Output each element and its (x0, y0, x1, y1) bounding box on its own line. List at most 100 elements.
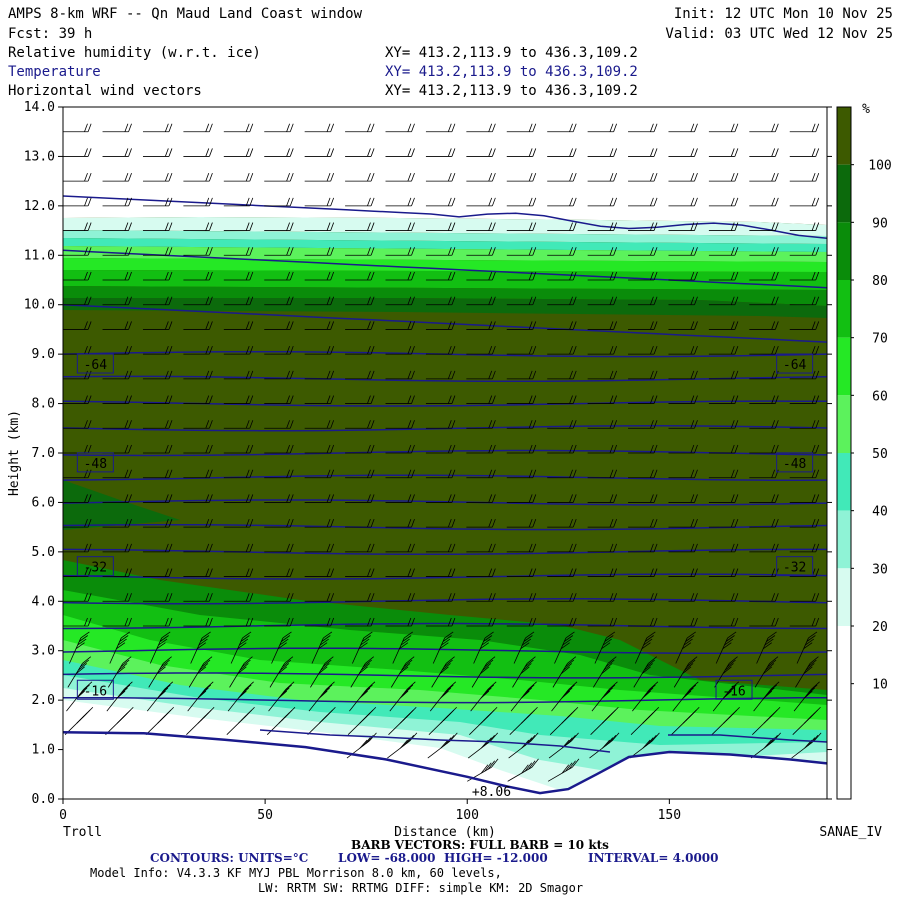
field-rh-label: Relative humidity (w.r.t. ice) (8, 45, 261, 61)
wind-barb (264, 173, 294, 182)
wind-barb (388, 706, 417, 735)
wind-barb (63, 543, 92, 553)
wind-barb (466, 519, 496, 528)
wind-barb (223, 148, 254, 157)
wind-barb (749, 494, 779, 503)
temperature-label-box (76, 452, 114, 473)
y-tick-label: 8.0 (32, 397, 55, 412)
wind-barb (345, 593, 375, 602)
wind-barb (304, 420, 335, 429)
wind-barb (506, 519, 537, 528)
temperature-contour (63, 598, 827, 605)
wind-barb (425, 444, 456, 454)
wind-barb (264, 444, 294, 454)
wind-barb (63, 173, 92, 182)
wind-barb (310, 656, 334, 688)
wind-barb (547, 420, 577, 429)
wind-barb (345, 568, 375, 577)
temperature-label: -32 (84, 561, 107, 576)
contour-units: CONTOURS: UNITS=°C (150, 851, 308, 865)
wind-barb (668, 197, 698, 207)
wind-barb (385, 222, 415, 231)
wind-barb (668, 494, 698, 503)
wind-barb (506, 617, 537, 627)
wind-barb (668, 444, 698, 454)
wind-barb (390, 656, 415, 688)
wind-barb (345, 617, 375, 627)
wind-barb (223, 222, 254, 231)
x-axis: 0 50 100 150 (59, 799, 681, 823)
wind-barb (789, 469, 820, 479)
wind-barb (668, 395, 698, 404)
wind-barb (183, 494, 213, 503)
rh-band-upper-70 (63, 246, 827, 262)
wind-barb (63, 148, 92, 157)
model-info-physics: LW: RRTM SW: RRTMG DIFF: simple KM: 2D S… (258, 881, 583, 895)
wind-barb (628, 321, 658, 330)
wind-barb (223, 420, 254, 429)
wind-barb (547, 494, 577, 503)
wind-barb (668, 543, 698, 553)
wind-barb (708, 296, 739, 306)
wind-barb (466, 617, 496, 627)
wind-barb (102, 568, 132, 577)
wind-barb (311, 631, 333, 664)
wind-barb (425, 346, 456, 355)
wind-barb (429, 681, 457, 712)
y-axis-label: Height (km) (7, 410, 22, 496)
wind-barb (425, 370, 456, 380)
wind-barb (183, 346, 213, 355)
wind-barb (587, 617, 618, 627)
wind-barb (385, 197, 415, 207)
wind-barb (385, 543, 415, 553)
wind-barb (628, 123, 658, 133)
wind-barb (513, 631, 535, 664)
wind-barb (466, 420, 496, 429)
wind-barb (628, 494, 658, 503)
wind-barb (63, 519, 92, 528)
wind-barb (142, 519, 173, 528)
temperature-contour (63, 449, 827, 457)
wind-barb (142, 617, 173, 627)
wind-barb (146, 681, 174, 712)
wind-barb (749, 519, 779, 528)
temperature-label-box (715, 679, 753, 700)
right-endpoint-label: SANAE_IV (819, 825, 882, 840)
wind-barb (63, 222, 92, 231)
wind-barb (425, 271, 456, 281)
temperature-label-box (776, 452, 814, 473)
wind-barb (425, 617, 456, 627)
colorbar-swatch (837, 568, 851, 626)
wind-barb (506, 568, 537, 577)
wind-barb (188, 656, 213, 688)
colorbar-label: 10 (872, 678, 888, 693)
wind-barb (466, 543, 496, 553)
wind-barb (223, 494, 254, 503)
wind-barb (183, 543, 213, 553)
wind-barb (587, 543, 618, 553)
wind-barb (590, 706, 619, 735)
temperature-label: -16 (84, 684, 107, 699)
wind-barb (271, 631, 292, 664)
wind-barb (266, 706, 296, 735)
colorbar-unit: % (862, 102, 870, 117)
wind-barb (264, 370, 294, 380)
wind-barb (183, 370, 213, 380)
wind-barb (385, 173, 415, 182)
terrain-outline (63, 731, 827, 795)
wind-barb (149, 631, 171, 664)
wind-barb (630, 706, 660, 735)
wind-barb (142, 271, 173, 281)
wind-barb (264, 321, 294, 330)
wind-barb (628, 271, 658, 281)
wind-barb (102, 420, 132, 429)
wind-barb (506, 593, 537, 602)
wind-barb (675, 631, 696, 664)
wind-barb (304, 123, 335, 133)
wind-barb (264, 617, 294, 627)
wind-barb (628, 370, 658, 380)
wind-barb (466, 395, 496, 404)
wind-barb (142, 222, 173, 231)
wind-barb (753, 681, 780, 712)
wind-barb (466, 346, 496, 355)
